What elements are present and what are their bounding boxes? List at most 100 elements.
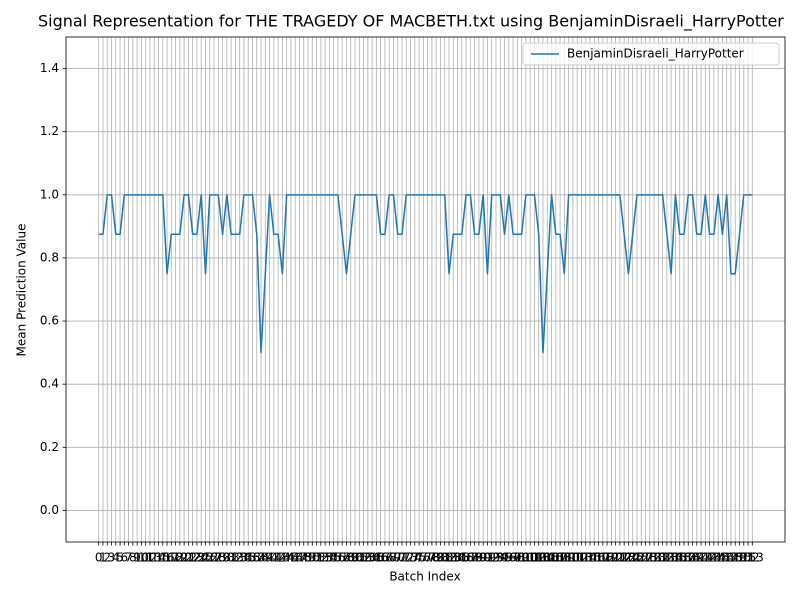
y-tick-label: 1.2 <box>40 124 59 138</box>
x-tick-label: 16 <box>159 551 174 565</box>
x-tick-label: 2 <box>103 551 111 565</box>
x-tick-label: 87 <box>463 551 478 565</box>
x-tick-label: 12 <box>142 551 157 565</box>
x-tick-label: 53 <box>317 551 332 565</box>
chart-title: Signal Representation for THE TRAGEDY OF… <box>38 12 784 32</box>
legend-box <box>522 42 780 66</box>
x-tick-label: 76 <box>416 551 431 565</box>
x-tick-label: 141 <box>690 551 713 565</box>
x-tick-label: 71 <box>394 551 409 565</box>
x-tick-label: 145 <box>707 551 730 565</box>
x-tick-label: 8 <box>129 551 137 565</box>
x-tick-label: 133 <box>655 551 678 565</box>
x-tick-label: 49 <box>300 551 315 565</box>
x-tick-label: 60 <box>347 551 362 565</box>
x-tick-label: 37 <box>249 551 264 565</box>
x-tick-label: 128 <box>634 551 657 565</box>
x-tick-label: 65 <box>369 551 384 565</box>
x-tick-label: 69 <box>386 551 401 565</box>
x-tick-label: 113 <box>570 551 593 565</box>
x-tick-label: 6 <box>120 551 128 565</box>
x-tick-label: 47 <box>292 551 307 565</box>
x-tick-label: 151 <box>732 551 755 565</box>
y-tick-label: 0.2 <box>40 440 59 454</box>
x-tick-label: 126 <box>626 551 649 565</box>
x-tick-label: 22 <box>185 551 200 565</box>
y-tick-label: 0.6 <box>40 314 59 328</box>
y-tick-label: 0.8 <box>40 250 59 264</box>
x-tick-label: 7 <box>125 551 133 565</box>
x-tick-label: 131 <box>647 551 670 565</box>
x-tick-label: 143 <box>698 551 721 565</box>
x-tick-label: 114 <box>574 551 597 565</box>
x-tick-label: 78 <box>424 551 439 565</box>
x-tick-label: 109 <box>553 551 576 565</box>
x-tick-label: 51 <box>309 551 324 565</box>
x-tick-label: 89 <box>471 551 486 565</box>
x-tick-label: 9 <box>133 551 141 565</box>
x-tick-label: 88 <box>467 551 482 565</box>
x-tick-label: 153 <box>741 551 764 565</box>
x-tick-label: 40 <box>262 551 277 565</box>
x-tick-label: 61 <box>352 551 367 565</box>
x-tick-label: 34 <box>236 551 251 565</box>
x-tick-label: 121 <box>604 551 627 565</box>
x-tick-label: 45 <box>283 551 298 565</box>
x-tick-label: 73 <box>403 551 418 565</box>
x-tick-label: 81 <box>437 551 452 565</box>
x-tick-label: 74 <box>407 551 422 565</box>
x-tick-label: 28 <box>211 551 226 565</box>
x-tick-label: 90 <box>476 551 491 565</box>
x-tick-label: 72 <box>399 551 414 565</box>
x-tick-label: 152 <box>737 551 760 565</box>
x-tick-label: 77 <box>420 551 435 565</box>
x-tick-label: 63 <box>360 551 375 565</box>
x-tick-label: 127 <box>630 551 653 565</box>
x-tick-label: 21 <box>181 551 196 565</box>
x-tick-label: 15 <box>155 551 170 565</box>
x-tick-label: 70 <box>390 551 405 565</box>
x-tick-label: 55 <box>326 551 341 565</box>
x-tick-label: 3 <box>108 551 116 565</box>
x-tick-label: 137 <box>673 551 696 565</box>
x-tick-label: 105 <box>536 551 559 565</box>
x-tick-label: 17 <box>164 551 179 565</box>
x-tick-label: 84 <box>450 551 465 565</box>
x-tick-label: 102 <box>523 551 546 565</box>
x-tick-label: 33 <box>232 551 247 565</box>
x-tick-label: 23 <box>189 551 204 565</box>
x-tick-label: 93 <box>488 551 503 565</box>
x-tick-label: 107 <box>544 551 567 565</box>
x-tick-label: 86 <box>458 551 473 565</box>
x-tick-label: 0 <box>95 551 103 565</box>
y-tick-label: 1.0 <box>40 187 59 201</box>
y-axis-label: Mean Prediction Value <box>15 224 29 357</box>
x-tick-label: 44 <box>279 551 294 565</box>
x-tick-label: 58 <box>339 551 354 565</box>
x-tick-label: 18 <box>168 551 183 565</box>
x-tick-label: 120 <box>600 551 623 565</box>
x-tick-label: 83 <box>446 551 461 565</box>
x-tick-label: 122 <box>608 551 631 565</box>
line-series <box>98 194 753 354</box>
x-tick-label: 82 <box>441 551 456 565</box>
x-tick-label: 100 <box>514 551 537 565</box>
x-tick-label: 98 <box>510 551 525 565</box>
x-tick-label: 116 <box>583 551 606 565</box>
x-tick-label: 19 <box>172 551 187 565</box>
x-tick-label: 104 <box>532 551 555 565</box>
x-tick-label: 97 <box>505 551 520 565</box>
x-tick-label: 110 <box>557 551 580 565</box>
x-tick-label: 68 <box>382 551 397 565</box>
x-axis-label: Batch Index <box>389 570 460 584</box>
x-tick-label: 79 <box>429 551 444 565</box>
x-tick-label: 138 <box>677 551 700 565</box>
x-tick-label: 11 <box>138 551 153 565</box>
x-tick-label: 112 <box>566 551 589 565</box>
x-tick-label: 27 <box>206 551 221 565</box>
x-tick-label: 95 <box>497 551 512 565</box>
x-tick-label: 42 <box>270 551 285 565</box>
x-tick-label: 92 <box>484 551 499 565</box>
